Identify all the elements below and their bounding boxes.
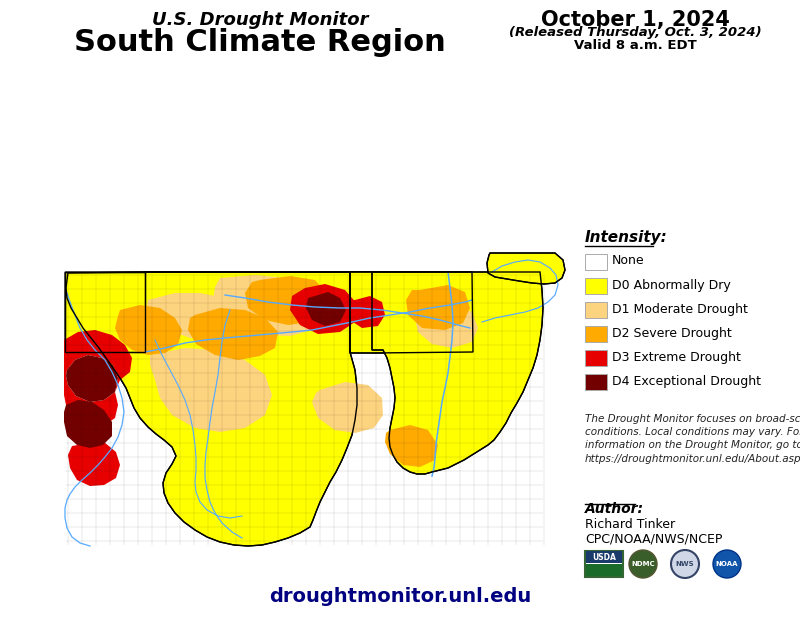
Text: Author:: Author: xyxy=(585,502,644,516)
Bar xyxy=(586,564,622,576)
Text: droughtmonitor.unl.edu: droughtmonitor.unl.edu xyxy=(269,586,531,606)
Polygon shape xyxy=(306,292,346,326)
Text: None: None xyxy=(612,255,645,268)
Bar xyxy=(585,374,607,390)
Text: D1 Moderate Drought: D1 Moderate Drought xyxy=(612,302,748,316)
Text: Intensity:: Intensity: xyxy=(585,230,668,245)
Text: D3 Extreme Drought: D3 Extreme Drought xyxy=(612,350,741,363)
Polygon shape xyxy=(213,275,325,336)
Bar xyxy=(586,551,622,563)
Text: NWS: NWS xyxy=(676,561,694,567)
Polygon shape xyxy=(245,276,328,325)
Text: D4 Exceptional Drought: D4 Exceptional Drought xyxy=(612,375,761,387)
Text: (Released Thursday, Oct. 3, 2024): (Released Thursday, Oct. 3, 2024) xyxy=(509,26,762,39)
Text: South Climate Region: South Climate Region xyxy=(74,28,446,57)
Polygon shape xyxy=(406,285,470,330)
Polygon shape xyxy=(290,284,358,334)
Polygon shape xyxy=(150,348,272,432)
Circle shape xyxy=(713,550,741,578)
Text: October 1, 2024: October 1, 2024 xyxy=(541,10,730,30)
Polygon shape xyxy=(372,272,543,474)
Bar xyxy=(585,278,607,294)
Polygon shape xyxy=(312,382,383,433)
Polygon shape xyxy=(188,308,278,360)
Polygon shape xyxy=(65,272,473,353)
Polygon shape xyxy=(68,440,120,486)
Polygon shape xyxy=(147,293,248,340)
Text: U.S. Drought Monitor: U.S. Drought Monitor xyxy=(152,11,368,29)
Text: USDA: USDA xyxy=(592,552,616,562)
Bar xyxy=(585,350,607,366)
Bar xyxy=(585,254,607,270)
Bar xyxy=(585,551,623,577)
Polygon shape xyxy=(145,272,473,353)
Text: CPC/NOAA/NWS/NCEP: CPC/NOAA/NWS/NCEP xyxy=(585,532,722,545)
Text: The Drought Monitor focuses on broad-scale
conditions. Local conditions may vary: The Drought Monitor focuses on broad-sca… xyxy=(585,414,800,464)
Circle shape xyxy=(671,550,699,578)
Polygon shape xyxy=(385,425,438,467)
Bar xyxy=(585,326,607,342)
Polygon shape xyxy=(64,400,112,448)
Polygon shape xyxy=(65,272,145,352)
Bar xyxy=(585,302,607,318)
Text: D2 Severe Drought: D2 Severe Drought xyxy=(612,326,732,339)
Polygon shape xyxy=(415,305,478,348)
Text: NDMC: NDMC xyxy=(631,561,655,567)
Circle shape xyxy=(629,550,657,578)
Polygon shape xyxy=(65,200,555,560)
Polygon shape xyxy=(487,253,565,284)
Text: Richard Tinker: Richard Tinker xyxy=(585,518,675,531)
Polygon shape xyxy=(64,330,132,428)
Polygon shape xyxy=(115,305,182,355)
Polygon shape xyxy=(66,355,118,402)
Polygon shape xyxy=(66,272,357,546)
Polygon shape xyxy=(347,296,385,328)
Text: D0 Abnormally Dry: D0 Abnormally Dry xyxy=(612,279,730,292)
Text: NOAA: NOAA xyxy=(716,561,738,567)
Text: Valid 8 a.m. EDT: Valid 8 a.m. EDT xyxy=(574,39,696,52)
